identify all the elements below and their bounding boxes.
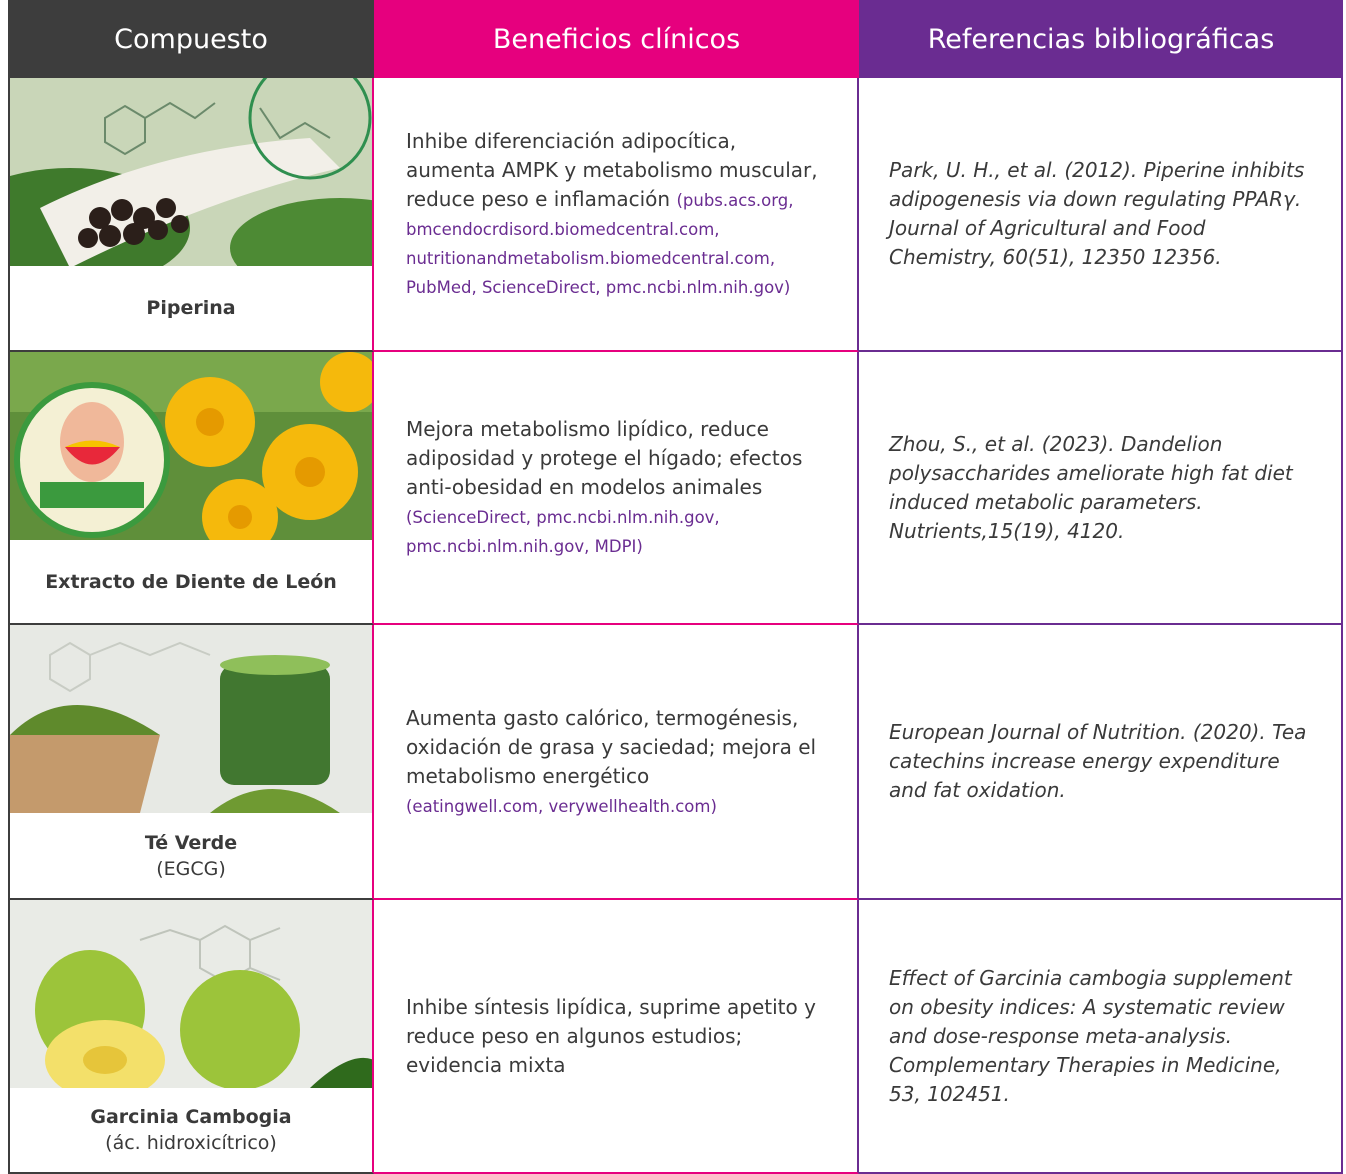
benefit-cell: Inhibe síntesis lipídica, suprime apetit…	[374, 900, 859, 1174]
compound-detail: (EGCG)	[156, 857, 226, 880]
compound-cell: Extracto de Diente de León	[8, 352, 374, 625]
sources: (ScienceDirect, pmc.ncbi.nlm.nih.gov, pm…	[406, 508, 720, 556]
compound-cell: Garcinia Cambogia (ác. hidroxicítrico)	[8, 900, 374, 1174]
benefit-cell: Mejora metabolismo lipídico, reduce adip…	[374, 352, 859, 625]
sources: (pubs.acs.org, bmcendocrdisord.biomedcen…	[406, 191, 794, 297]
compound-detail: (ác. hidroxicítrico)	[105, 1132, 277, 1154]
photo	[10, 352, 372, 540]
table: Compuesto Beneficios clínicos Referencia…	[8, 0, 1343, 1174]
compound-name: Extracto de Diente de León	[45, 570, 337, 593]
compound-name: Garcinia Cambogia	[90, 1106, 292, 1128]
reference-cell: Effect of Garcinia cambogia supplement o…	[859, 900, 1343, 1174]
reference: Park, U. H., et al. (2012). Piperine inh…	[889, 158, 1305, 269]
reference: Effect of Garcinia cambogia supplement o…	[889, 965, 1292, 1106]
compound-name: Piperina	[146, 297, 236, 319]
header-cell: Referencias bibliográficas	[859, 0, 1343, 78]
sources: (eatingwell.com, verywellhealth.com)	[406, 796, 717, 816]
benefit-text: Inhibe síntesis lipídica, suprime apetit…	[406, 994, 816, 1077]
reference-cell: Park, U. H., et al. (2012). Piperine inh…	[859, 78, 1343, 352]
benefit-text: Aumenta gasto calórico, termogénesis, ox…	[406, 705, 817, 788]
header-cell: Beneficios clínicos	[374, 0, 859, 78]
reference-cell: European Journal of Nutrition. (2020). T…	[859, 625, 1343, 900]
header-cell: Compuesto	[8, 0, 374, 78]
reference: Zhou, S., et al. (2023). Dandelion polys…	[889, 431, 1293, 543]
reference: European Journal of Nutrition. (2020). T…	[889, 720, 1307, 802]
photo	[10, 625, 372, 813]
reference-cell: Zhou, S., et al. (2023). Dandelion polys…	[859, 352, 1343, 625]
benefit-cell: Aumenta gasto calórico, termogénesis, ox…	[374, 625, 859, 900]
compound-cell: Piperina	[8, 78, 374, 352]
photo	[10, 900, 372, 1088]
compound-name: Té Verde	[144, 831, 238, 854]
compound-cell: Té Verde (EGCG)	[8, 625, 374, 900]
benefit-text: Inhibe diferenciación adipocítica, aumen…	[406, 129, 818, 211]
photo	[10, 78, 372, 266]
benefit-text: Mejora metabolismo lipídico, reduce adip…	[406, 417, 803, 499]
benefit-cell: Inhibe diferenciación adipocítica, aumen…	[374, 78, 859, 352]
